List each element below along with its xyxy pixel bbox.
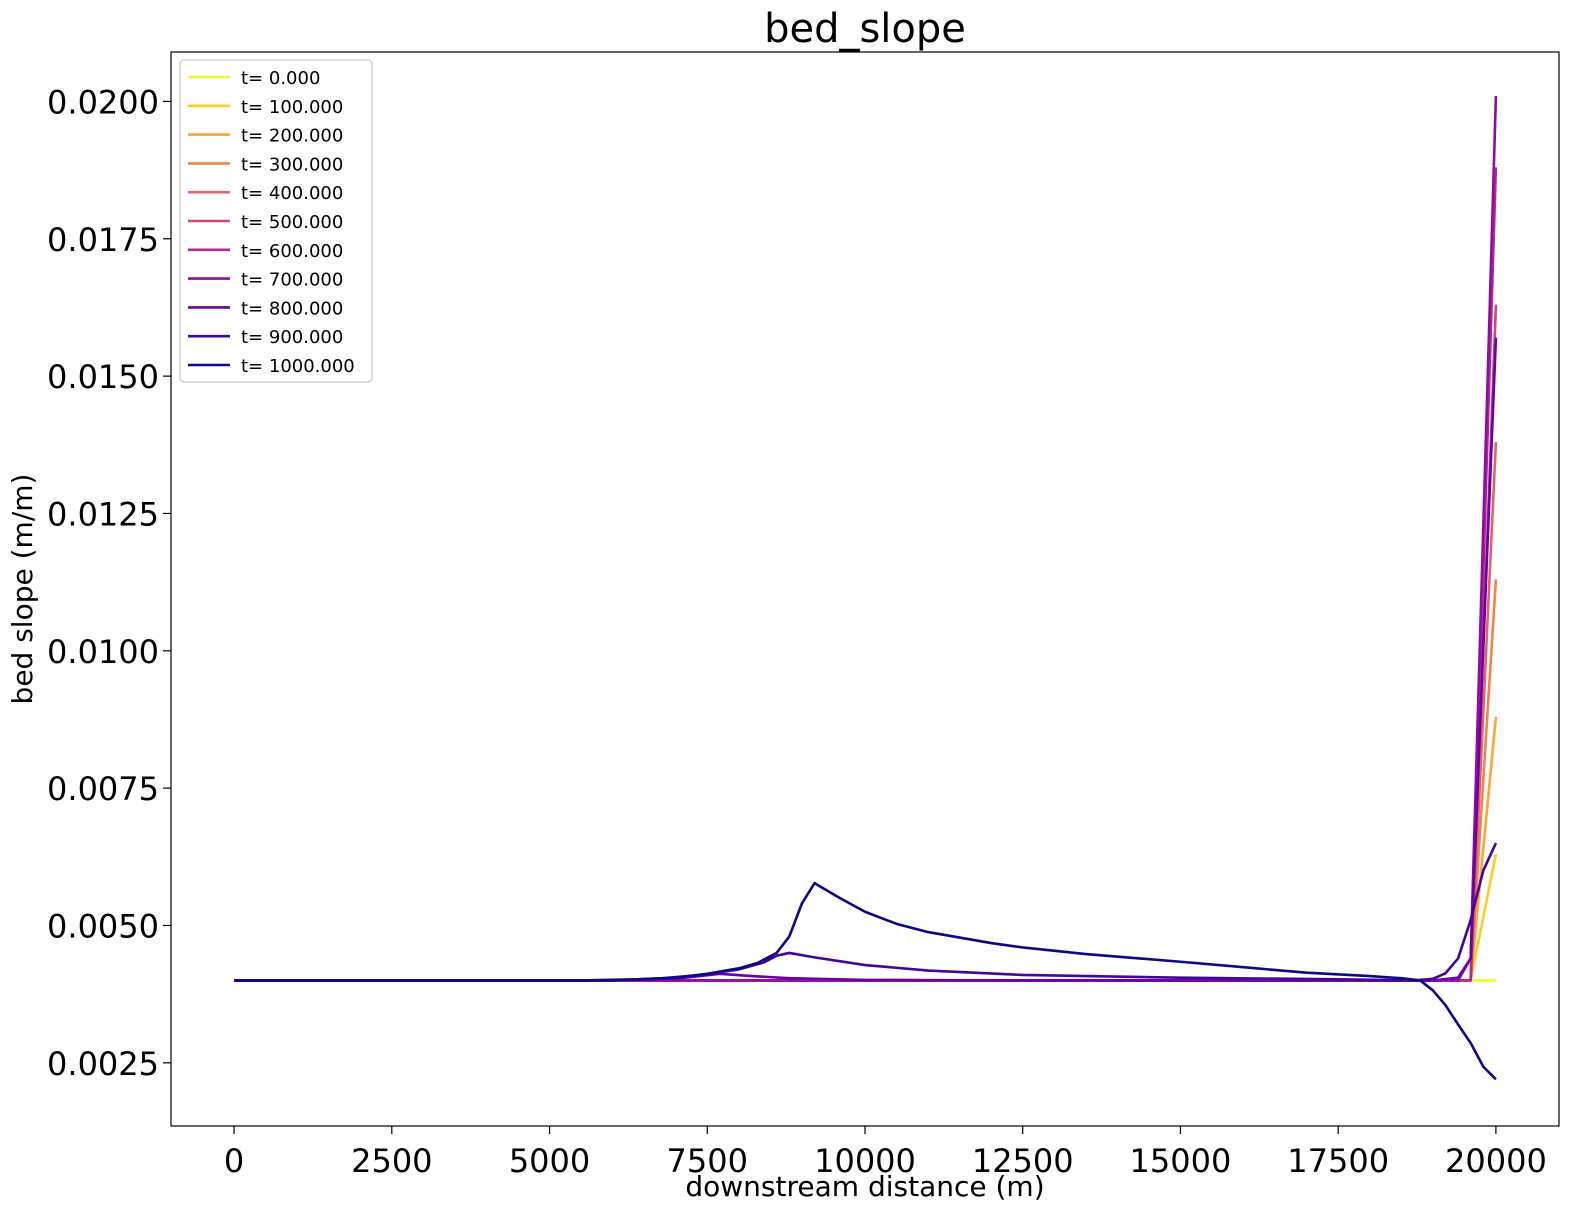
y-axis: 0.0025 0.0050 0.0075 0.0100 0.0125 0.0150 0.01… [47,83,171,1083]
x-tick-label: 20000 [1445,1142,1547,1180]
x-tick-label: 12500 [972,1142,1074,1180]
legend-label: t= 200.000 [241,126,343,147]
legend-label: t= 100.000 [241,97,343,118]
legend-entry: t= 700.000 [188,270,343,291]
legend-label: t= 300.000 [241,154,343,175]
y-tick-label: 0.0125 [47,495,159,533]
legend-entry: t= 900.000 [188,327,343,348]
x-tick-label: 0 [224,1142,244,1180]
x-tick-label: 7500 [667,1142,748,1180]
legend-entry: t= 800.000 [188,298,343,319]
y-tick-label: 0.0175 [47,221,159,259]
legend-label: t= 400.000 [241,183,343,204]
y-tick-label: 0.0075 [47,770,159,808]
series-layer [234,95,1498,1081]
y-tick-label: 0.0200 [47,83,159,121]
legend-label: t= 700.000 [241,270,343,291]
series-line-10 [234,881,1497,1081]
x-axis: 0 2500 5000 7500 10000 12500 15000 17500 20000 [224,1126,1547,1180]
chart-title: bed_slope [764,6,966,52]
y-tick-label: 0.0100 [47,633,159,671]
legend-label: t= 800.000 [241,298,343,319]
x-axis-label: downstream distance (m) [685,1170,1044,1203]
legend-label: t= 500.000 [241,212,343,233]
legend-entry: t= 200.000 [188,126,343,147]
y-tick-label: 0.0150 [47,358,159,396]
legend-box [179,59,373,383]
legend-label: t= 600.000 [241,241,343,262]
x-tick-label: 15000 [1130,1142,1232,1180]
x-tick-label: 2500 [351,1142,432,1180]
y-tick-label: 0.0050 [47,907,159,945]
legend-entry: t= 300.000 [188,154,343,175]
legend: t= 0.000 t= 100.000 t= 200.000 t= 300.000 t=… [179,59,373,383]
x-tick-label: 5000 [509,1142,590,1180]
legend-label: t= 900.000 [241,327,343,348]
legend-entry: t= 600.000 [188,241,343,262]
legend-label: t= 1000.000 [241,356,355,377]
x-tick-label: 10000 [814,1142,916,1180]
y-axis-label: bed slope (m/m) [6,474,39,705]
legend-entry: t= 100.000 [188,97,343,118]
x-tick-label: 17500 [1287,1142,1389,1180]
legend-entry: t= 400.000 [188,183,343,204]
legend-entry: t= 1000.000 [188,356,355,377]
y-tick-label: 0.0025 [47,1045,159,1083]
legend-entry: t= 0.000 [188,68,320,89]
legend-label: t= 0.000 [241,68,320,89]
legend-entry: t= 500.000 [188,212,343,233]
